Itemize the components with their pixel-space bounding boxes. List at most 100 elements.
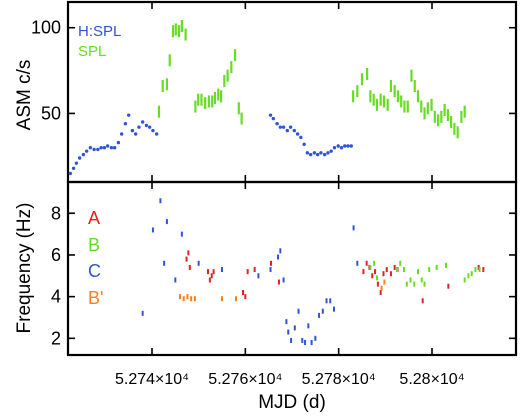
point-c — [293, 325, 296, 331]
point-c — [304, 339, 307, 345]
point-b — [409, 277, 412, 283]
point-h-spl — [271, 116, 276, 121]
point-h-spl — [92, 147, 96, 152]
x-tick-label: 5.276×10⁴ — [208, 371, 282, 388]
frequency-panel-points — [141, 198, 485, 345]
point-h-spl — [99, 146, 103, 150]
point-a — [208, 277, 211, 283]
point-a — [382, 271, 385, 277]
point-spl — [393, 85, 396, 98]
point-b — [375, 275, 378, 281]
point-spl — [171, 25, 175, 38]
point-spl — [450, 116, 453, 128]
point-spl — [352, 90, 355, 103]
point-a — [187, 250, 190, 256]
point-c — [151, 227, 154, 233]
point-a — [389, 271, 392, 277]
point-h-spl — [133, 132, 138, 136]
point-h-spl — [336, 144, 340, 148]
point-spl — [372, 93, 375, 106]
point-spl — [430, 98, 433, 111]
point-c — [352, 225, 355, 231]
point-h-spl — [295, 132, 300, 136]
point-spl — [211, 95, 214, 108]
point-h-spl — [349, 144, 353, 148]
point-c — [159, 198, 162, 204]
point-spl — [420, 100, 423, 113]
point-spl — [165, 78, 169, 91]
point-spl — [174, 23, 177, 36]
point-c — [325, 298, 328, 304]
point-h-spl — [116, 140, 121, 145]
point-a — [379, 289, 382, 295]
point-a — [253, 267, 256, 273]
point-spl — [194, 100, 197, 113]
point-spl — [226, 69, 229, 82]
asm-panel-points — [68, 20, 466, 176]
point-spl — [446, 109, 449, 122]
y-tick-label: 100 — [31, 18, 61, 38]
point-spl — [426, 102, 429, 115]
point-b — [463, 277, 466, 283]
point-a — [374, 269, 377, 275]
point-spl — [184, 28, 187, 41]
legend-label-h-spl: H:SPL — [78, 23, 121, 40]
point-h-spl — [346, 144, 350, 148]
point-h-spl — [74, 161, 79, 165]
point-c — [257, 273, 260, 279]
point-h-spl — [268, 113, 273, 117]
point-h-spl — [288, 125, 293, 129]
point-h-spl — [285, 128, 290, 133]
point-h-spl — [71, 166, 76, 170]
point-c — [307, 323, 310, 329]
y-tick-label: 2 — [51, 328, 61, 348]
point-a — [393, 264, 396, 270]
point-spl — [356, 85, 359, 98]
point-spl — [230, 61, 233, 74]
point-b — [445, 262, 447, 268]
point-b — [405, 281, 408, 287]
point-a — [212, 269, 215, 275]
point-h-spl — [140, 120, 145, 124]
point-b — [470, 271, 473, 277]
asm-panel-y-tick-labels: 50 100 — [31, 18, 61, 124]
x-axis-label: MJD (d) — [258, 392, 326, 413]
point-b — [399, 260, 402, 266]
point-a — [385, 267, 388, 273]
point-h-spl — [305, 151, 310, 155]
point-h-spl — [102, 146, 107, 150]
point-spl — [436, 114, 440, 127]
x-tick-label: 5.278×10⁴ — [302, 371, 376, 388]
point-spl — [240, 112, 243, 125]
point-spl — [460, 110, 463, 123]
point-h-spl — [112, 146, 117, 150]
point-c — [141, 310, 144, 316]
point-h-spl — [77, 156, 82, 160]
asm-panel-y-ticks — [68, 26, 516, 115]
y-tick-label: 8 — [51, 203, 61, 223]
point-spl — [406, 100, 409, 113]
point-b — [423, 281, 426, 287]
point-spl — [217, 88, 220, 101]
point-a — [447, 283, 450, 289]
point-c — [333, 306, 335, 312]
point-b — [428, 267, 431, 273]
point-a — [482, 267, 485, 273]
point-h-spl — [137, 125, 141, 129]
point-b-prime — [380, 285, 383, 291]
point-h-spl — [130, 128, 135, 133]
point-a — [421, 298, 424, 304]
y-tick-label: 6 — [51, 245, 61, 265]
point-spl — [204, 97, 207, 110]
point-c — [297, 308, 300, 314]
point-h-spl — [278, 125, 283, 129]
frequency-panel-y-tick-labels: 2 4 6 8 — [51, 203, 61, 348]
point-b-prime — [182, 296, 185, 302]
point-h-spl — [88, 146, 93, 150]
x-tick-label: 5.28×10⁴ — [399, 371, 464, 388]
point-b — [420, 277, 423, 283]
point-spl — [453, 122, 456, 135]
point-c — [277, 254, 279, 260]
point-h-spl — [299, 135, 303, 140]
point-spl — [360, 73, 364, 86]
